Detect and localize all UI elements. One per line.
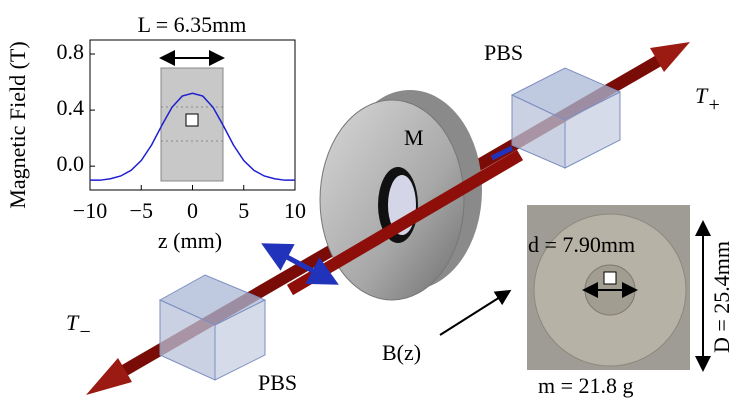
- annotation: L = 6.35mm: [138, 12, 247, 37]
- label: +: [707, 94, 721, 116]
- magnet-photo: [527, 205, 690, 370]
- label: −: [78, 321, 92, 343]
- y-tick-label: 0.8: [57, 39, 85, 64]
- label: PBS: [484, 40, 523, 65]
- pointer-arrow: [440, 292, 508, 335]
- label: T+: [695, 83, 721, 116]
- label: PBS: [258, 370, 297, 395]
- label: T−: [66, 310, 92, 343]
- pbs-cube: [512, 68, 620, 168]
- y-tick-label: 0.4: [57, 95, 85, 120]
- pbs-cube: [160, 275, 265, 380]
- figure: PBS PBS M T+ T− B(z) d = 7.90mm m = 21.8…: [0, 0, 736, 407]
- x-tick-label: 0: [187, 198, 198, 223]
- label: m = 21.8 g: [538, 373, 634, 398]
- label: B(z): [382, 340, 421, 365]
- label: M: [404, 125, 424, 150]
- y-axis-label: Magnetic Field (T): [5, 41, 30, 208]
- label: d = 7.90mm: [528, 232, 635, 257]
- x-tick-label: 10: [284, 198, 306, 223]
- x-axis-label: z (mm): [158, 228, 222, 253]
- x-tick-label: −5: [130, 198, 153, 223]
- sample-marker: [186, 114, 198, 126]
- x-tick-label: −10: [73, 198, 107, 223]
- y-tick-label: 0.0: [57, 151, 85, 176]
- inset-plot: L = 6.35mm z (mm) Magnetic Field (T) −10…: [5, 12, 306, 253]
- x-tick-label: 5: [238, 198, 249, 223]
- label: D = 25.4mm: [709, 241, 734, 353]
